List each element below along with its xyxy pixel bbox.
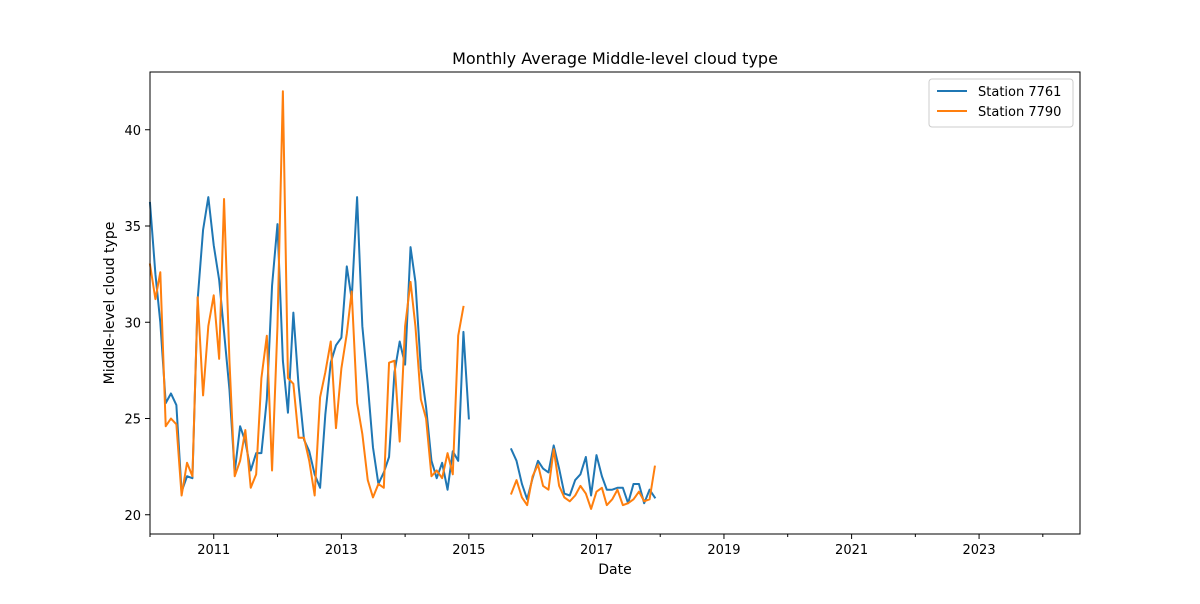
x-tick-label: 2013: [325, 543, 358, 558]
plot-area: [148, 71, 1081, 535]
x-axis: 2011 2013 2015 2017 2019 2021 2023: [149, 534, 1044, 558]
x-axis-label: Date: [598, 562, 631, 578]
series-line-2: [148, 90, 656, 510]
y-tick-label: 40: [124, 124, 141, 139]
legend-label-2: Station 7790: [978, 105, 1061, 120]
y-tick-label: 20: [124, 509, 141, 524]
legend-label-1: Station 7761: [978, 85, 1061, 100]
y-axis: 20 25 30 35 40: [124, 124, 150, 524]
x-tick-label: 2015: [452, 543, 485, 558]
y-tick-label: 25: [124, 413, 141, 428]
x-tick-label: 2011: [197, 543, 230, 558]
legend: Station 7761 Station 7790: [928, 78, 1074, 128]
y-axis-label: Middle-level cloud type: [102, 222, 118, 385]
axes-frame: [149, 71, 1081, 535]
y-tick-label: 35: [124, 220, 141, 235]
x-tick-label: 2017: [580, 543, 613, 558]
chart-title: Monthly Average Middle-level cloud type: [452, 49, 778, 68]
x-tick-label: 2023: [963, 543, 996, 558]
x-tick-label: 2021: [835, 543, 868, 558]
x-tick-label: 2019: [707, 543, 740, 558]
y-tick-label: 30: [124, 316, 141, 331]
series-layer: [148, 90, 657, 510]
